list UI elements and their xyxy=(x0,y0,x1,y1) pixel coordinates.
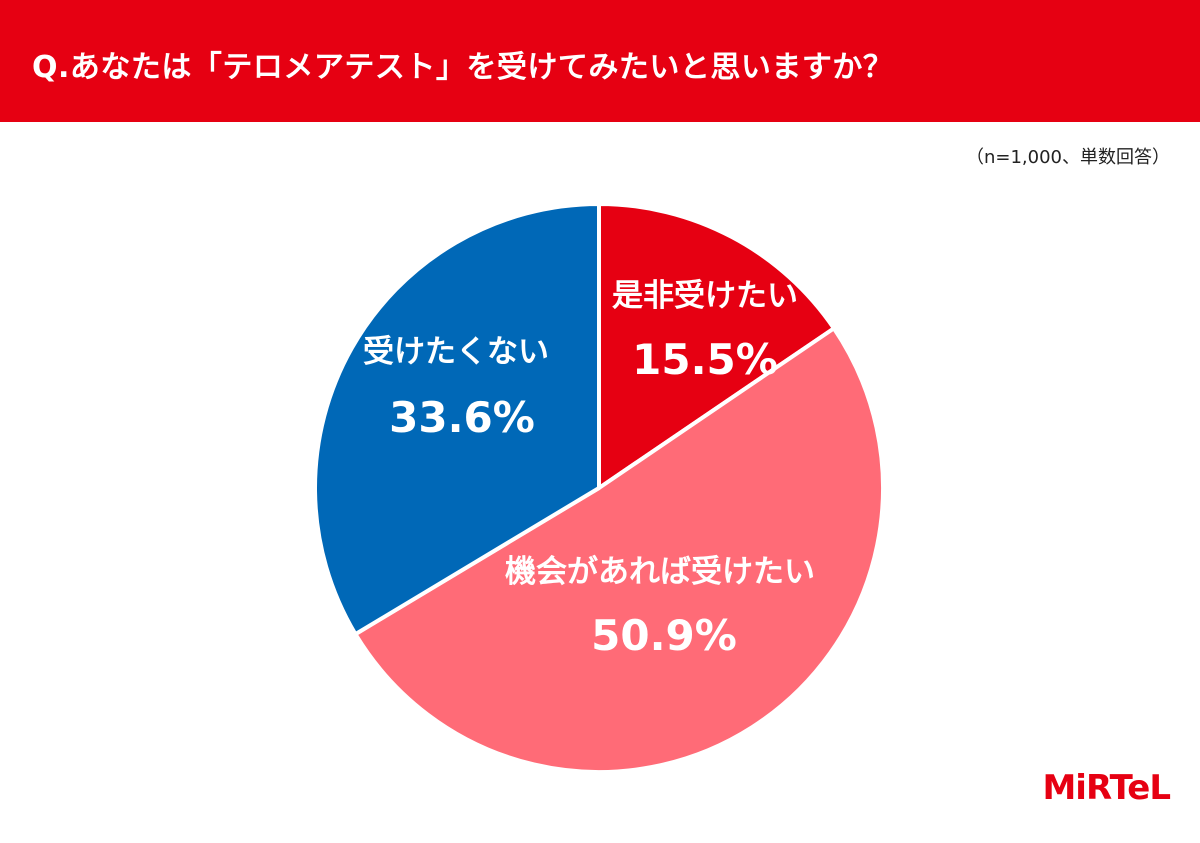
slice-label-3: 受けたくない xyxy=(363,334,549,370)
slice-value-2: 50.9% xyxy=(591,611,737,660)
question-title: Q.あなたは「テロメアテスト」を受けてみたいと思いますか？ xyxy=(32,50,894,85)
slice-label-1: 是非受けたい xyxy=(612,278,798,314)
pie-slice-2 xyxy=(353,326,885,774)
pie-slice-3 xyxy=(313,202,601,637)
slice-value-1: 15.5% xyxy=(632,335,778,384)
slice-label-2: 機会があれば受けたい xyxy=(505,554,815,590)
sample-note: （n=1,000、単数回答） xyxy=(965,147,1170,168)
mirtel-logo: MiRTeL xyxy=(1042,768,1171,808)
header-bar: Q.あなたは「テロメアテスト」を受けてみたいと思いますか？ xyxy=(0,0,1200,122)
pie-slice-1 xyxy=(597,202,836,490)
slice-value-3: 33.6% xyxy=(389,393,535,442)
